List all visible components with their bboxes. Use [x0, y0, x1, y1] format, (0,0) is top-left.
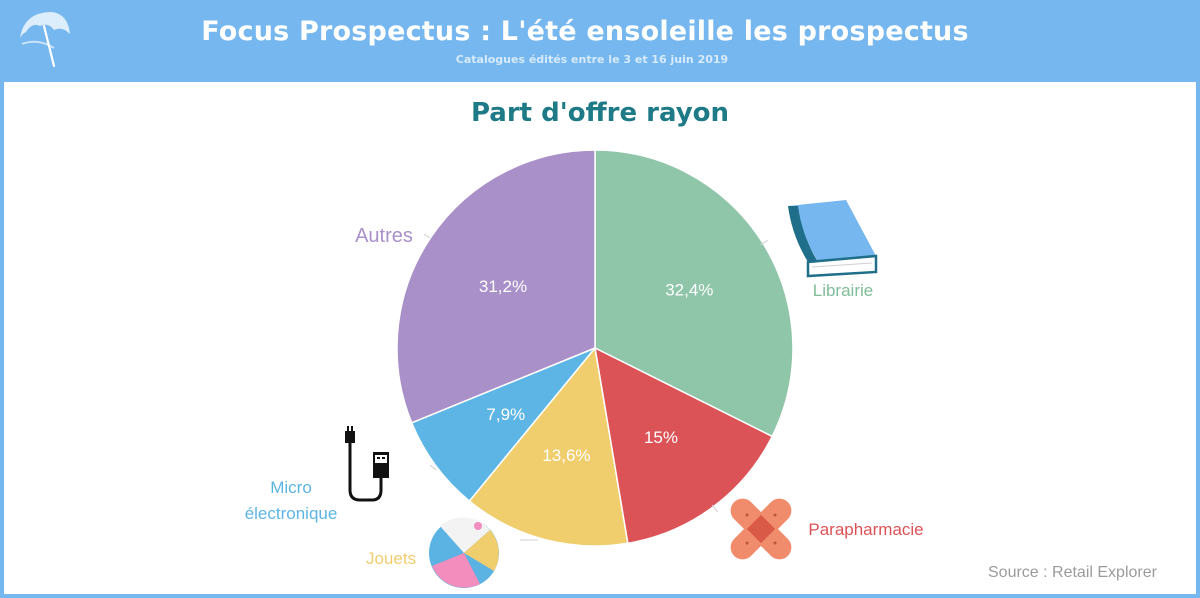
pie-value-label: 31,2%	[479, 277, 527, 296]
pie-slice-micro-lectronique	[410, 347, 596, 503]
pie-category-label: Micro électronique	[245, 478, 338, 523]
usb-cable-icon	[345, 426, 389, 502]
pie-connector	[759, 239, 769, 246]
page-subtitle: Catalogues édités entre le 3 et 16 juin …	[455, 53, 729, 66]
pie-value-label: 7,9%	[486, 405, 525, 424]
pie-category-label: Parapharmacie	[808, 520, 923, 539]
pie-value-label: 32,4%	[665, 281, 713, 300]
pie-category-label: Librairie	[813, 281, 873, 300]
pie-connector	[711, 504, 719, 513]
pie-slice-parapharmacie	[594, 346, 774, 545]
pie-connector	[429, 464, 437, 471]
pie-slice-librairie	[594, 149, 794, 438]
pie-slice-jouets	[468, 346, 629, 547]
pie-slice-autres	[396, 149, 596, 424]
page-title: Focus Prospectus : L'été ensoleille les …	[201, 16, 969, 47]
source-note: Source : Retail Explorer	[988, 564, 1157, 581]
header-banner: Focus Prospectus : L'été ensoleille les …	[0, 0, 1200, 82]
pie-category-label: Jouets	[366, 549, 416, 568]
umbrella-icon	[20, 12, 70, 68]
chart-title: Part d'offre rayon	[470, 98, 730, 128]
pie-value-label: 13,6%	[542, 446, 590, 465]
beach-ball-icon	[429, 517, 499, 588]
pie-value-label: 15%	[644, 428, 678, 447]
pie-category-label: Autres	[355, 225, 413, 247]
bandage-icon	[730, 498, 792, 560]
book-icon	[788, 200, 878, 278]
pie-connector	[423, 233, 431, 239]
